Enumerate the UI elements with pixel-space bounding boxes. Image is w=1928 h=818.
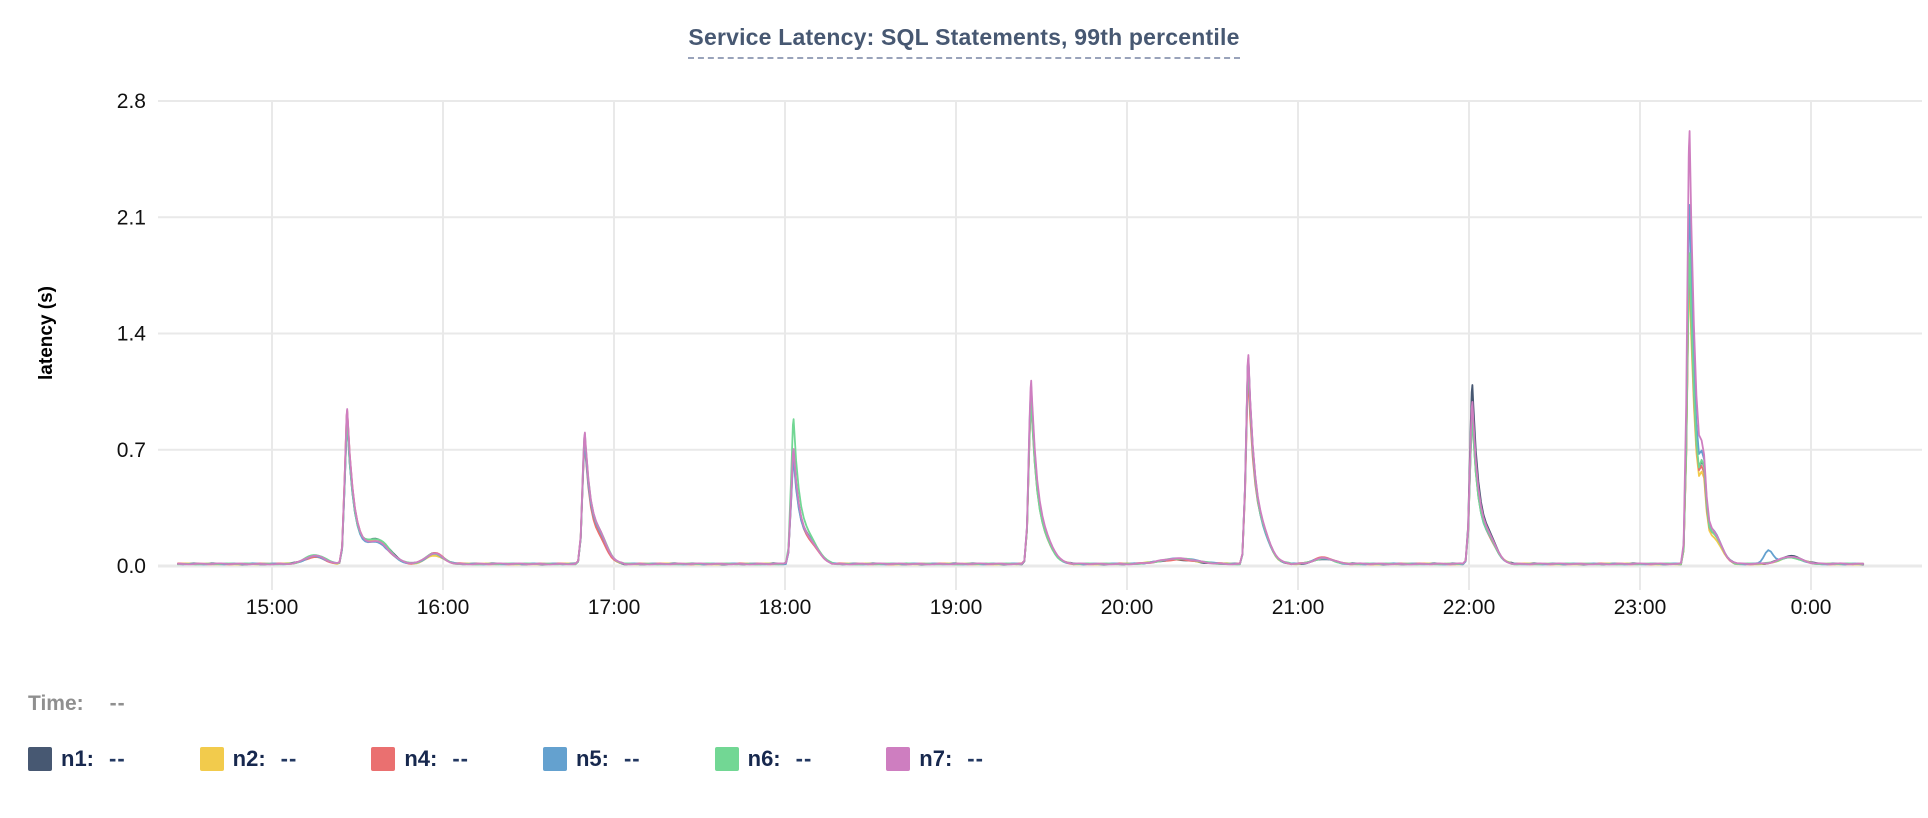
series-line-n1 (177, 263, 1865, 566)
legend-label-n1: n1: (61, 746, 94, 771)
svg-text:0.7: 0.7 (117, 439, 146, 462)
svg-text:2.8: 2.8 (117, 90, 146, 113)
legend-value-n2: -- (280, 746, 298, 771)
legend-value-n6: -- (795, 746, 813, 771)
series-line-n5 (177, 204, 1865, 566)
legend-swatch-n4 (371, 747, 396, 771)
time-label: Time: (28, 692, 84, 715)
series-line-n7 (177, 130, 1865, 566)
svg-text:1.4: 1.4 (117, 323, 147, 346)
legend-item-n4: n4: -- (371, 746, 469, 772)
svg-text:15:00: 15:00 (246, 596, 299, 619)
latency-chart[interactable]: 0.0 0.7 1.4 2.1 2.8 15:00 16:00 17:00 18:00 19:00… (0, 0, 1928, 660)
svg-text:17:00: 17:00 (588, 596, 641, 619)
svg-text:19:00: 19:00 (930, 596, 983, 619)
svg-text:23:00: 23:00 (1614, 596, 1667, 619)
svg-text:2.1: 2.1 (117, 206, 146, 229)
hover-time-row: Time: -- (28, 692, 126, 716)
svg-text:0.0: 0.0 (117, 555, 146, 578)
chart-title-wrap: Service Latency: SQL Statements, 99th pe… (0, 24, 1928, 59)
y-axis-label: latency (s) (36, 286, 57, 380)
svg-text:21:00: 21:00 (1272, 596, 1325, 619)
series-line-n4 (177, 260, 1865, 566)
legend-swatch-n5 (542, 747, 567, 771)
legend-swatch-n2 (199, 747, 224, 771)
legend-item-n7: n7: -- (886, 746, 984, 772)
x-axis-ticks: 15:00 16:00 17:00 18:00 19:00 20:00 21:00 22:00… (246, 596, 1832, 619)
legend-value-n1: -- (109, 746, 126, 771)
legend-label-n4: n4: (404, 746, 438, 771)
svg-text:20:00: 20:00 (1101, 596, 1154, 619)
legend-swatch-n6 (714, 747, 739, 771)
gridlines (158, 100, 1922, 590)
series-legend: n1: -- n2: -- n4: -- n5: -- n6: -- n7: -- (28, 746, 1058, 772)
legend-item-n5: n5: -- (542, 746, 641, 772)
legend-value-n7: -- (967, 746, 984, 771)
svg-text:16:00: 16:00 (417, 596, 470, 619)
legend-item-n1: n1: -- (28, 746, 126, 772)
legend-value-n5: -- (623, 746, 641, 771)
series-line-n2 (177, 277, 1865, 566)
series-lines (177, 130, 1865, 566)
time-value: -- (109, 692, 126, 715)
legend-item-n6: n6: -- (714, 746, 813, 772)
legend-label-n5: n5: (575, 746, 609, 771)
legend-swatch-n7 (886, 747, 911, 771)
svg-text:18:00: 18:00 (759, 596, 812, 619)
chart-title[interactable]: Service Latency: SQL Statements, 99th pe… (688, 24, 1240, 59)
legend-swatch-n1 (28, 747, 52, 771)
legend-value-n4: -- (452, 746, 469, 771)
svg-text:0:00: 0:00 (1791, 596, 1832, 619)
legend-label-n2: n2: (232, 746, 266, 771)
y-axis-ticks: 0.0 0.7 1.4 2.1 2.8 (117, 90, 147, 578)
legend-item-n2: n2: -- (199, 746, 298, 772)
legend-label-n6: n6: (747, 746, 781, 771)
svg-text:22:00: 22:00 (1443, 596, 1496, 619)
legend-label-n7: n7: (919, 746, 953, 771)
series-line-n6 (177, 252, 1865, 566)
